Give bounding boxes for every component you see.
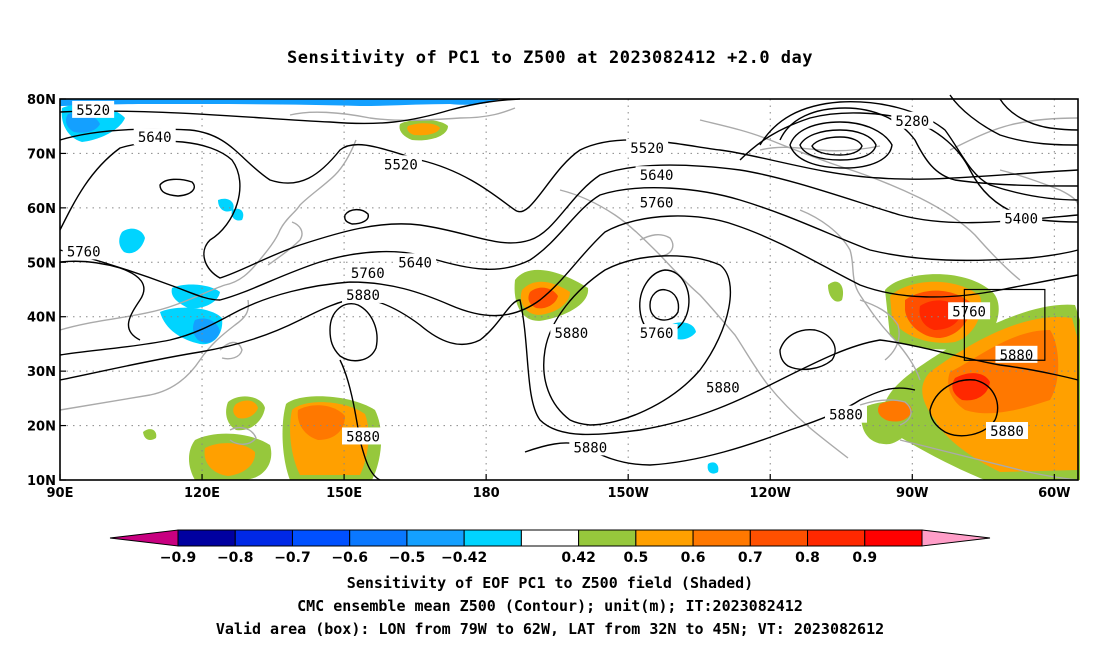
- valid-area-box: [963, 288, 1046, 361]
- colorbar-box: [520, 529, 580, 547]
- footer-line-1: Sensitivity of EOF PC1 to Z500 field (Sh…: [346, 574, 754, 592]
- contour-label-bg: [346, 264, 389, 282]
- colorbar-box: [635, 529, 694, 547]
- contour-label-bg: [342, 427, 385, 445]
- colorbar-label: −0.9: [160, 550, 197, 566]
- colorbar-box: [807, 529, 866, 547]
- contour-label: 5760: [351, 266, 385, 282]
- contour-label: 5520: [630, 141, 664, 157]
- contour-label-bg: [635, 324, 678, 342]
- colorbar-box: [406, 529, 465, 547]
- colorbar-box: [692, 529, 751, 547]
- contour-label: 5280: [895, 114, 929, 130]
- colorbar-label: −0.7: [274, 550, 311, 566]
- lon-tick-label: 150E: [326, 486, 362, 501]
- lon-tick-label: 180: [473, 486, 500, 501]
- lon-tick-label: 60W: [1038, 486, 1070, 501]
- contour-label-bg: [635, 193, 678, 211]
- contour-label-bg: [569, 438, 612, 456]
- colorbar-label: −0.6: [331, 550, 368, 566]
- contour-label: 5880: [829, 408, 863, 424]
- contour-label-bg: [550, 324, 593, 342]
- contour-label: 5880: [346, 429, 380, 445]
- colorbar-label: 0.8: [795, 550, 820, 566]
- contour-label: 5880: [990, 424, 1024, 440]
- lat-tick-label: 20N: [27, 420, 56, 435]
- footer-line-3: Valid area (box): LON from 79W to 62W, L…: [215, 620, 885, 638]
- contour-label: 5760: [640, 195, 674, 211]
- lon-tick-label: 150W: [607, 486, 648, 501]
- colorbar-box: [578, 529, 637, 547]
- contour-label: 5880: [1000, 348, 1034, 364]
- colorbar-box: [463, 529, 522, 547]
- contour-label: 5880: [706, 380, 740, 396]
- contour-label-bg: [891, 111, 934, 129]
- contour-label: 5880: [573, 440, 607, 456]
- lat-tick-label: 40N: [27, 311, 56, 326]
- contour-label-bg: [635, 166, 678, 184]
- colorbar-label: 0.7: [738, 550, 763, 566]
- contour-label: 5880: [555, 326, 589, 342]
- colorbar-high-triangle: [921, 529, 991, 547]
- lat-tick-label: 80N: [27, 93, 56, 108]
- colorbar-label: 0.9: [852, 550, 877, 566]
- lon-tick-label: 120E: [184, 486, 220, 501]
- lat-tick-label: 10N: [27, 474, 56, 489]
- contour-label: 5880: [346, 288, 380, 304]
- lat-tick-label: 70N: [27, 147, 56, 162]
- colorbar-label: 0.6: [681, 550, 706, 566]
- colorbar-box: [349, 529, 408, 547]
- colorbar-box: [234, 529, 293, 547]
- contour-labels: 5520 5640 5520 5760 5640 5760 5880 5520 5640 5760…: [62, 100, 1043, 456]
- lat-tick-label: 60N: [27, 202, 56, 217]
- contour-label: 5760: [640, 326, 674, 342]
- colorbar-low-triangle: [109, 529, 179, 547]
- contour-label-bg: [948, 302, 991, 320]
- contour-label-bg: [1000, 209, 1043, 227]
- footer-line-2: CMC ensemble mean Z500 (Contour); unit(m…: [297, 597, 803, 615]
- contour-label-bg: [379, 155, 422, 173]
- colorbar-label: −0.5: [389, 550, 426, 566]
- lat-tick-label: 30N: [27, 365, 56, 380]
- page-title: Sensitivity of PC1 to Z500 at 2023082412…: [286, 48, 813, 68]
- contour-label-bg: [342, 285, 385, 303]
- colorbar-box: [864, 529, 923, 547]
- contour-label-bg: [995, 345, 1038, 363]
- colorbar-box: [291, 529, 351, 547]
- lon-tick-label: 90E: [47, 486, 74, 501]
- contour-label: 5760: [67, 244, 101, 260]
- colorbar-label: −0.42: [441, 550, 487, 566]
- contour-label: 5520: [384, 157, 418, 173]
- colorbar-label: 0.5: [623, 550, 648, 566]
- lon-tick-label: 90W: [896, 486, 928, 501]
- contour-label-bg: [72, 100, 115, 118]
- contour-label-bg: [62, 242, 105, 260]
- lon-tick-label: 120W: [749, 486, 790, 501]
- lat-tick-label: 50N: [27, 256, 56, 271]
- contour-label-bg: [626, 138, 669, 156]
- contour-label: 5640: [398, 255, 432, 271]
- contour-label: 5760: [952, 304, 986, 320]
- contour-label-bg: [985, 422, 1028, 440]
- contour-label-bg: [824, 405, 867, 423]
- colorbar-label: 0.42: [561, 550, 596, 566]
- graticule: [60, 99, 1078, 480]
- colorbar-box: [177, 529, 236, 547]
- contour-label: 5640: [640, 168, 674, 184]
- colorbar-label: −0.8: [217, 550, 254, 566]
- colorbar-box: [749, 529, 809, 547]
- contour-label: 5400: [1004, 212, 1038, 228]
- contour-label-bg: [394, 253, 437, 271]
- contour-label: 5640: [138, 130, 172, 146]
- map-frame: [59, 98, 1079, 481]
- contour-label: 5520: [76, 103, 110, 119]
- contour-label-bg: [133, 128, 176, 146]
- contour-label-bg: [701, 378, 744, 396]
- colorbar: −0.9 −0.8 −0.7 −0.6 −0.5 −0.42 0.42 0.5 0.6 0.7 0.…: [109, 529, 991, 566]
